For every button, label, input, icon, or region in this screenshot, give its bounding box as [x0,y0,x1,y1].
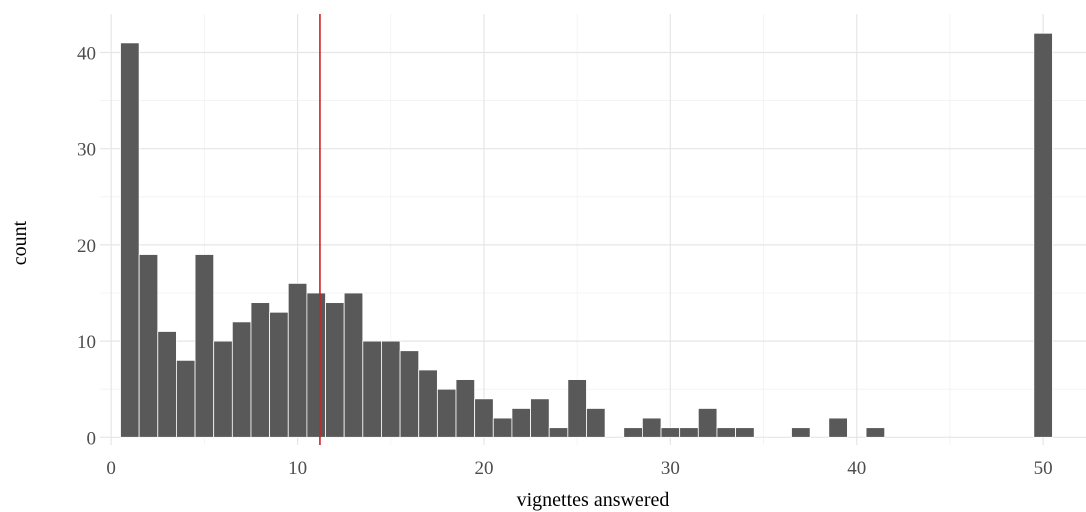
histogram-bar [418,369,438,438]
x-tick-label: 0 [106,458,116,479]
histogram-bar [455,379,476,438]
y-tick-label: 10 [77,332,96,353]
histogram-bar [1033,32,1053,438]
y-tick-label: 0 [87,428,97,449]
histogram-bar [474,398,494,438]
histogram-bar [269,311,289,438]
histogram-bar [530,398,550,438]
histogram-bar [791,427,811,438]
histogram-bar [231,321,252,438]
x-tick-label: 10 [288,458,307,479]
histogram-bar [287,282,308,438]
y-tick-label: 40 [77,43,96,64]
histogram-bar [362,340,382,438]
histogram-bar [325,302,345,438]
histogram-bar [138,254,159,438]
histogram-bar [492,417,513,438]
histogram-bar [641,417,662,438]
histogram-bar [716,427,736,438]
histogram-bar [306,292,326,438]
x-axis-title: vignettes answered [517,489,670,511]
x-tick-label: 40 [847,458,866,479]
histogram-bar [548,427,569,438]
histogram-bar [399,350,420,438]
y-tick-label: 20 [77,236,96,257]
histogram-bar [343,292,364,438]
histogram-bar [194,254,215,438]
histogram-bar [120,42,140,438]
x-tick-label: 30 [661,458,680,479]
histogram-bar [250,302,271,438]
histogram-bar [865,427,886,438]
histogram-bar [436,388,457,438]
x-axis-tick-labels: 0 10 20 30 40 50 [106,458,1052,479]
histogram-bar [381,340,401,438]
x-tick-label: 50 [1034,458,1053,479]
histogram-bar [586,408,606,438]
histogram-bar [660,427,681,438]
histogram-bar [623,427,643,438]
histogram-bars [120,32,1053,438]
histogram-bar [567,379,587,438]
y-axis-title: count [9,220,31,265]
histogram-bar [735,427,755,438]
y-tick-label: 30 [77,140,96,161]
histogram-bar [511,408,531,438]
y-axis-tick-labels: 0 10 20 30 40 [77,43,96,449]
x-tick-label: 20 [474,458,493,479]
major-gridlines [100,14,1086,445]
histogram-bar [176,359,196,438]
histogram-bar [213,340,233,438]
histogram-bar [157,331,177,438]
histogram-bar [828,417,848,438]
histogram-bar [679,427,699,438]
histogram-bar [697,408,718,438]
